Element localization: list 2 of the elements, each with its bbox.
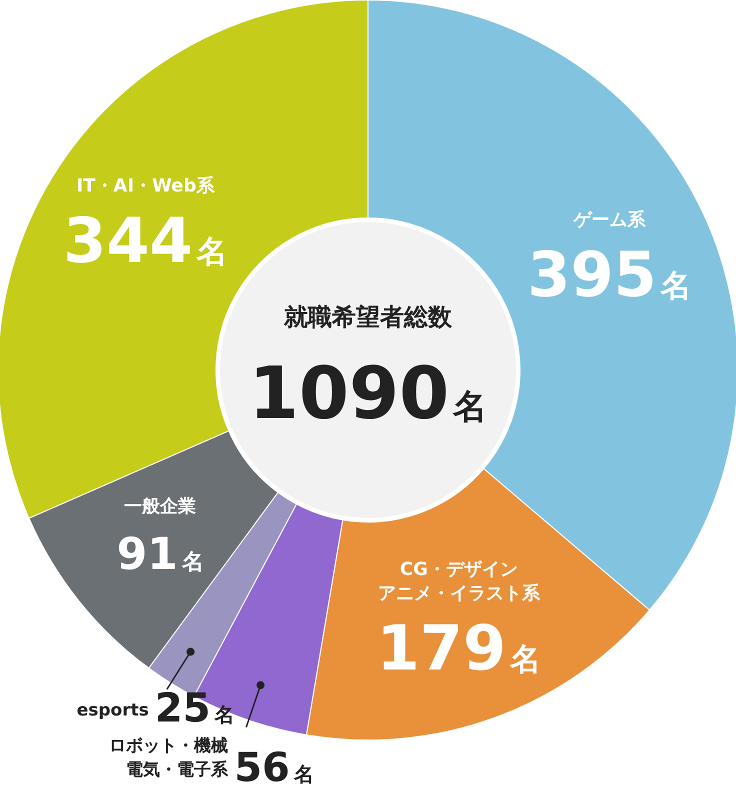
slice-label: esports bbox=[76, 700, 149, 720]
slice-label: ロボット・機械電気・電子系 bbox=[109, 736, 230, 780]
